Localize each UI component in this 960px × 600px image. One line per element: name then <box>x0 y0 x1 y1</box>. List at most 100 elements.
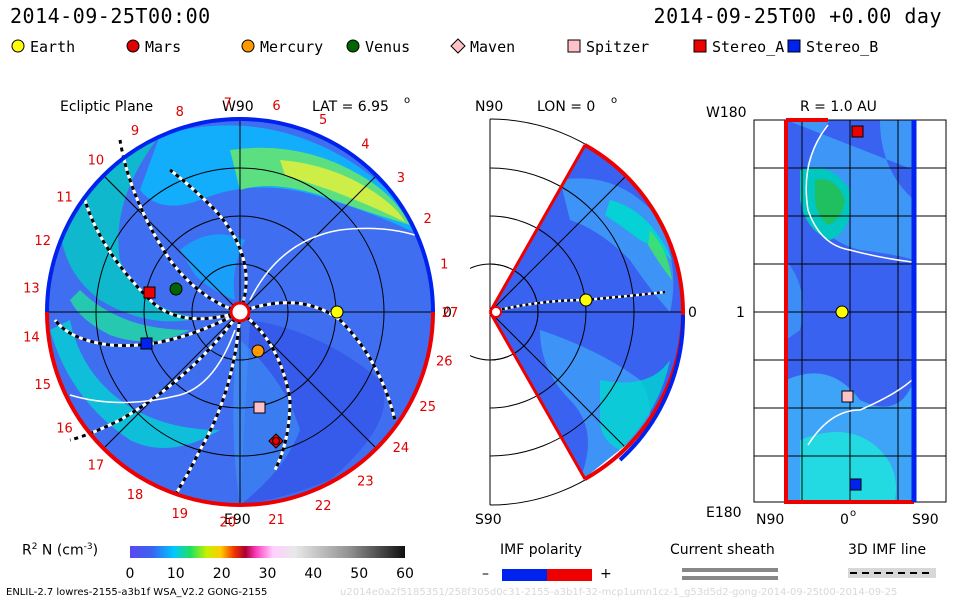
legend-item-venus: Venus <box>345 38 410 56</box>
colorbar-tick-20: 20 <box>213 566 231 582</box>
legend-label: Mercury <box>260 38 324 56</box>
carrington-label-18: 18 <box>127 488 144 503</box>
surface-axis-0: 0 <box>840 512 849 528</box>
carrington-label-27: 27 <box>442 306 459 321</box>
ecliptic-zero-label: 0 <box>443 305 452 321</box>
current-sheath-swatch-top <box>682 568 778 572</box>
surface-mid-label: 1 <box>736 305 745 321</box>
carrington-label-12: 12 <box>34 234 51 249</box>
carrington-label-19: 19 <box>172 507 189 522</box>
imf-line-title: 3D IMF line <box>848 542 927 558</box>
legend-item-maven: Maven <box>450 38 515 56</box>
legend-label: Maven <box>470 38 516 56</box>
imf-line-swatch <box>848 568 936 578</box>
w180-label: W180 <box>706 105 747 121</box>
carrington-label-6: 6 <box>272 99 280 114</box>
meridional-panel: N90 LON = 0 o S90 0 <box>470 95 697 528</box>
surface-axis-n90: N90 <box>756 512 784 528</box>
carrington-label-3: 3 <box>397 171 405 186</box>
watermark: u2014e0a2f5185351/258f305d0c31-2155-a3b1… <box>340 587 898 598</box>
colorbar-label: R2 N (cm-3) <box>22 542 99 559</box>
carrington-label-21: 21 <box>268 513 285 528</box>
colorbar-tick-50: 50 <box>350 566 368 582</box>
legend-circle-icon <box>126 39 140 53</box>
lat-label: LAT = 6.95 <box>312 99 389 115</box>
carrington-label-8: 8 <box>176 105 184 120</box>
colorbar-tick-0: 0 <box>126 566 135 582</box>
ecliptic-plane-panel: Ecliptic Plane W90 E90 0 LAT = 6.95 o 12… <box>23 95 458 528</box>
carrington-label-14: 14 <box>23 330 40 345</box>
legend-label: Spitzer <box>586 38 650 56</box>
legend-circle-icon <box>346 39 360 53</box>
meridional-earth-marker <box>579 293 593 307</box>
carrington-label-10: 10 <box>88 153 105 168</box>
legend-item-earth: Earth <box>10 38 75 56</box>
stereo-a-marker <box>143 286 156 299</box>
current-sheath-swatch-bottom <box>682 576 778 580</box>
carrington-label-1: 1 <box>440 258 448 273</box>
s90-label: S90 <box>475 512 502 528</box>
carrington-label-11: 11 <box>56 191 73 206</box>
run-id: ENLIL-2.7 lowres-2155-a3b1f WSA_V2.2 GON… <box>6 587 268 598</box>
carrington-label-15: 15 <box>34 378 51 393</box>
surface-map-panel: R = 1.0 AU W180 E180 1 N90 0 o S90 <box>706 99 947 528</box>
lon-label: LON = 0 <box>537 99 595 115</box>
carrington-label-2: 2 <box>424 212 432 227</box>
w90-label: W90 <box>222 99 254 115</box>
ecliptic-title: Ecliptic Plane <box>60 99 153 115</box>
colorbar-tick-60: 60 <box>396 566 414 582</box>
surface-stereo-b-marker <box>849 478 862 491</box>
colorbar: 0 10 20 30 40 50 60 <box>126 546 414 582</box>
carrington-label-26: 26 <box>436 354 453 369</box>
legend-label: Earth <box>30 38 76 56</box>
colorbar-tick-10: 10 <box>167 566 185 582</box>
lon-degree-sup: o <box>611 95 617 106</box>
e180-label: E180 <box>706 505 742 521</box>
carrington-label-7: 7 <box>224 96 232 111</box>
carrington-label-13: 13 <box>23 282 40 297</box>
imf-positive-swatch <box>547 569 592 581</box>
carrington-label-4: 4 <box>361 138 369 153</box>
datetime-right: 2014-09-25T00 +0.00 day <box>653 4 942 28</box>
imf-minus-label: – <box>482 566 489 582</box>
carrington-label-16: 16 <box>56 421 73 436</box>
surface-stereo-a-marker <box>851 125 864 138</box>
colorbar-tick-40: 40 <box>304 566 322 582</box>
legend-square-icon <box>567 39 581 53</box>
meridional-zero-label: 0 <box>688 305 697 321</box>
n90-label: N90 <box>475 99 503 115</box>
legend-label: Mars <box>145 38 182 56</box>
earth-marker <box>330 305 344 319</box>
venus-marker <box>169 282 183 296</box>
surface-earth-marker <box>835 305 849 319</box>
lat-degree-sup: o <box>404 95 410 106</box>
carrington-label-9: 9 <box>131 124 139 139</box>
carrington-label-23: 23 <box>357 474 374 489</box>
legend: Earth Mars Mercury Venus Maven Spitzer Stereo_… <box>10 38 960 60</box>
r-label: R = 1.0 AU <box>800 99 877 115</box>
ecliptic-bodies <box>140 282 344 449</box>
carrington-label-17: 17 <box>88 459 105 474</box>
legend-square-icon <box>693 39 707 53</box>
carrington-label-25: 25 <box>419 400 436 415</box>
mars-marker <box>272 437 280 445</box>
surface-axis-degree-sup: o <box>850 508 856 519</box>
imf-plus-label: + <box>600 566 612 582</box>
surface-axis-s90: S90 <box>912 512 939 528</box>
e90-label: E90 <box>224 512 251 528</box>
spitzer-marker <box>253 401 266 414</box>
legend-item-spitzer: Spitzer <box>566 38 649 56</box>
legend-item-mars: Mars <box>125 38 181 56</box>
carrington-label-22: 22 <box>315 499 332 514</box>
surface-spitzer-marker <box>841 390 854 403</box>
current-sheath-title: Current sheath <box>670 542 775 558</box>
imf-polarity-title: IMF polarity <box>500 542 583 558</box>
carrington-label-5: 5 <box>319 113 327 128</box>
legend-circle-icon <box>11 39 25 53</box>
datetime-left: 2014-09-25T00:00 <box>10 4 211 28</box>
carrington-label-20: 20 <box>220 516 237 528</box>
colorbar-tick-30: 30 <box>259 566 277 582</box>
legend-label: Venus <box>365 38 411 56</box>
legend-diamond-icon <box>450 38 466 54</box>
